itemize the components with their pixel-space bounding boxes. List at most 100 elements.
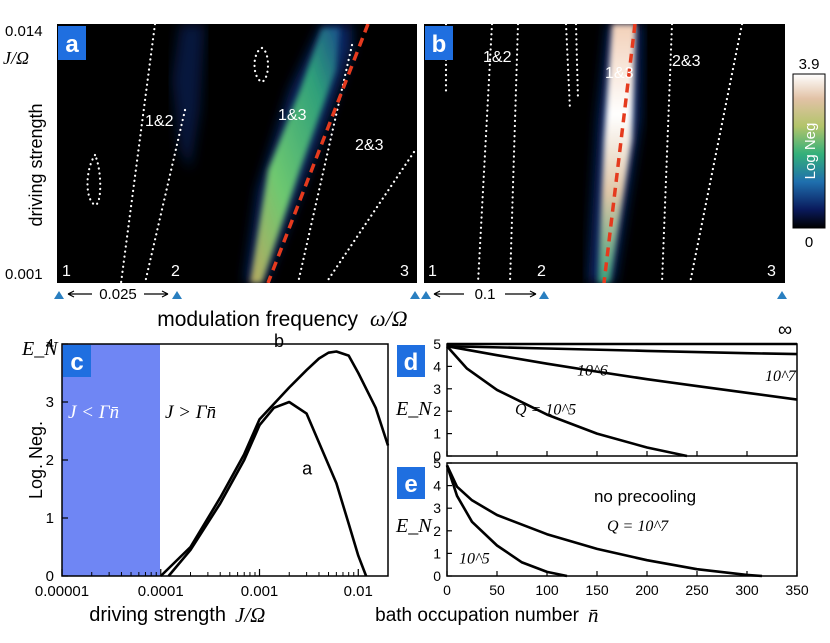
panel-b-corner-2: 2 xyxy=(537,263,546,280)
panel-b-dotted-line-7 xyxy=(688,24,744,283)
panel-e-y-tick-label: 5 xyxy=(433,455,441,471)
panel-c-series-label-b: b xyxy=(274,331,284,351)
panel-d-y-symbol: E_N xyxy=(395,398,433,420)
marker-b-1 xyxy=(421,291,431,299)
panel-c-x-symbol: J/Ω xyxy=(235,603,265,627)
panel-e-x-tick-label: 100 xyxy=(535,582,559,598)
panel-e-x-tick-label: 50 xyxy=(489,582,505,598)
y-unit-label: J/Ω xyxy=(3,48,29,68)
panel-a-label-23: 2&3 xyxy=(355,137,384,154)
panel-e-x-title: bath occupation number xyxy=(375,605,580,626)
panel-c-y-tick-label: 2 xyxy=(46,452,54,469)
panel-a-resonance-streak xyxy=(250,28,340,283)
panel-d-series-label: ∞ xyxy=(778,319,792,341)
spacing-label-a: 0.025 xyxy=(99,286,137,303)
y-axis-title: driving strength xyxy=(26,103,46,226)
panel-b-dashed-line xyxy=(602,24,637,283)
panel-e-x-tick-label: 150 xyxy=(585,582,609,598)
panel-c-shaded-region xyxy=(62,344,160,576)
panel-d-series-label: 10^6 xyxy=(577,362,608,379)
y-top-tick: 0.014 xyxy=(5,23,43,40)
arrow-b-right xyxy=(505,290,537,298)
panel-c-x-tick-label: 0.00001 xyxy=(35,583,89,600)
panel-e-x-tick-label: 300 xyxy=(735,582,759,598)
marker-b-3 xyxy=(777,291,787,299)
panel-c-region-left: J < Γn̄ xyxy=(68,402,119,423)
panel-a-dotted-loop-2 xyxy=(253,46,270,84)
shared-x-axis-unit: ω/Ω xyxy=(370,306,408,331)
panel-e-series-line xyxy=(445,464,763,578)
panel-e-y-symbol: E_N xyxy=(395,515,433,537)
arrow-a-right xyxy=(144,290,169,298)
panel-b-badge xyxy=(425,26,453,60)
panel-a-faint-band xyxy=(172,24,205,170)
panel-e-x-symbol: n̄ xyxy=(588,603,599,627)
panel-c-region-right: J > Γn̄ xyxy=(165,402,216,423)
panel-e-x-tick-label: 250 xyxy=(685,582,709,598)
panel-c-y-title: Log. Neg. xyxy=(26,421,46,499)
panel-d-series-label: Q = 10^5 xyxy=(515,402,576,419)
spacing-label-b: 0.1 xyxy=(475,286,496,303)
panel-a-label-12: 1&2 xyxy=(145,113,174,130)
panel-c-x-tick-label: 0.0001 xyxy=(138,583,184,600)
panel-d-series-line xyxy=(446,345,688,458)
panel-c-badge-letter: c xyxy=(70,349,83,376)
panel-e-x-tick-label: 0 xyxy=(443,582,451,598)
panel-b-heatmap: 1&2 1&3 2&3 1 2 3 b xyxy=(424,24,785,283)
panel-a-badge-letter: a xyxy=(65,31,79,58)
panel-c-chart: c J < Γn̄ J > Γn̄ E_N Log. Neg. driving … xyxy=(21,331,390,627)
panel-d-y-tick-label: 3 xyxy=(433,381,441,397)
shared-x-axis-title: modulation frequency xyxy=(157,308,358,331)
panel-e-x-tick-label: 350 xyxy=(785,582,809,598)
arrow-b-left xyxy=(433,290,464,298)
marker-a-3 xyxy=(410,291,420,299)
panel-c-x-tick-label: 0.001 xyxy=(241,583,279,600)
panel-c-y-tick-label: 4 xyxy=(46,336,54,353)
panel-c-badge xyxy=(63,345,91,377)
panel-e-series-line xyxy=(445,464,568,578)
colorbar-max: 3.9 xyxy=(799,56,820,73)
frequency-markers xyxy=(54,291,787,299)
colorbar: 3.9 0 Log Neg xyxy=(792,56,826,251)
panel-b-badge-letter: b xyxy=(432,31,447,58)
colorbar-label: Log Neg xyxy=(802,123,819,180)
panel-e-annotation: no precooling xyxy=(594,487,696,506)
panel-c-x-tick-label: 0.01 xyxy=(344,583,373,600)
panel-b-label-13: 1&3 xyxy=(605,65,634,82)
panel-d-badge xyxy=(397,345,425,377)
panel-e-y-tick-label: 3 xyxy=(433,500,441,516)
colorbar-gradient xyxy=(792,73,826,229)
panel-b-corner-1: 1 xyxy=(428,263,437,280)
marker-a-2 xyxy=(172,291,182,299)
arrow-a-left xyxy=(67,290,92,298)
panel-a-corner-1: 1 xyxy=(62,263,71,280)
panel-e-y-tick-label: 1 xyxy=(433,545,441,561)
panel-d-y-tick-label: 2 xyxy=(433,403,441,419)
panel-e-y-tick-label: 0 xyxy=(433,568,441,584)
panel-a-badge xyxy=(58,26,86,60)
panel-e-chart: e E_N no precooling bath occupation numb… xyxy=(375,455,809,627)
panel-a-background xyxy=(57,24,417,283)
panel-c-y-symbol: E_N xyxy=(21,338,59,360)
panel-c-series-a xyxy=(167,400,368,577)
panel-d-y-tick-label: 1 xyxy=(433,426,441,442)
panel-d-y-tick-label: 0 xyxy=(433,448,441,464)
panel-a-corner-2: 2 xyxy=(171,263,180,280)
panel-e-series-label: 10^5 xyxy=(459,551,490,568)
panel-b-label-12: 1&2 xyxy=(483,49,512,66)
y-bottom-tick: 0.001 xyxy=(5,266,43,283)
panel-c-y-tick-label: 1 xyxy=(46,510,54,527)
panel-a-dotted-line-2 xyxy=(143,108,187,283)
panel-c-series-b xyxy=(159,350,390,577)
panel-e-y-tick-label: 2 xyxy=(433,523,441,539)
panel-e-badge-letter: e xyxy=(404,471,417,498)
panel-e-frame xyxy=(446,462,798,577)
panel-a-dashed-line xyxy=(266,24,370,283)
panel-d-y-tick-label: 5 xyxy=(433,336,441,352)
marker-a-1 xyxy=(54,291,64,299)
panel-d-y-tick-label: 4 xyxy=(433,358,441,374)
panel-e-series-label: Q = 10^7 xyxy=(607,518,669,535)
panel-c-y-tick-label: 0 xyxy=(46,568,54,585)
marker-b-2 xyxy=(539,291,549,299)
